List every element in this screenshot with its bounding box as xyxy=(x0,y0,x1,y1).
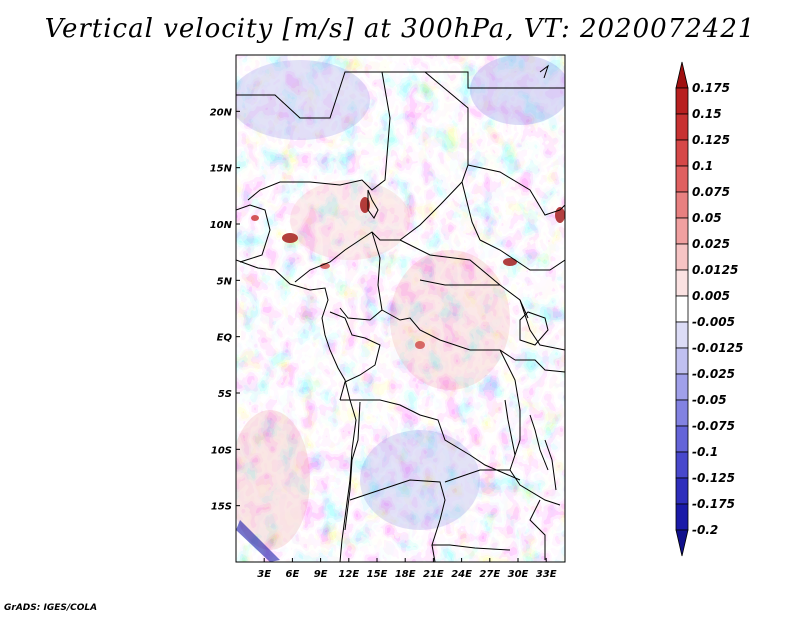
colorbar-label: -0.2 xyxy=(692,523,718,537)
lat-tick-label: 15N xyxy=(210,164,233,175)
lat-tick-label: 20N xyxy=(210,107,233,118)
colorbar-swatch xyxy=(675,529,689,557)
lon-tick-label: 15E xyxy=(367,569,388,580)
colorbar-label: 0.125 xyxy=(692,133,730,147)
colorbar-label: 0.075 xyxy=(692,185,730,199)
coastlines-lakes xyxy=(236,64,557,562)
lon-tick-label: 9E xyxy=(314,569,328,580)
colorbar-swatch xyxy=(675,321,689,349)
colorbar-label: 0.175 xyxy=(692,81,730,95)
colorbar-label: -0.005 xyxy=(692,315,735,329)
colorbar-swatch xyxy=(675,191,689,219)
colorbar-label: 0.05 xyxy=(692,211,722,225)
colorbar-label: -0.1 xyxy=(692,445,718,459)
colorbar-label: -0.0125 xyxy=(692,341,743,355)
colorbar-swatch xyxy=(675,295,689,323)
lon-tick-label: 21E xyxy=(423,569,444,580)
vertical-velocity-field xyxy=(236,55,565,562)
lon-tick-label: 6E xyxy=(286,569,300,580)
colorbar-swatch xyxy=(675,477,689,505)
lon-tick-label: 3E xyxy=(257,569,271,580)
colorbar-swatch xyxy=(675,217,689,245)
colorbar-label: 0.0125 xyxy=(692,263,738,277)
colorbar-swatch xyxy=(675,139,689,167)
colorbar-label: 0.005 xyxy=(692,289,730,303)
chart-title: Vertical velocity [m/s] at 300hPa, VT: 2… xyxy=(44,14,756,44)
colorbar-label: -0.075 xyxy=(692,419,735,433)
lat-tick-label: 10N xyxy=(210,220,233,231)
lon-tick-label: 18E xyxy=(395,569,416,580)
longitude-axis: 3E 6E 9E 12E 15E 18E 21E 24E 27E 30E 33E xyxy=(257,558,557,580)
colorbar-swatch xyxy=(675,503,689,531)
lon-tick-label: 30E xyxy=(508,569,529,580)
lat-tick-label: 5N xyxy=(217,276,233,287)
colorbar-swatch xyxy=(675,373,689,401)
colorbar-label: -0.05 xyxy=(692,393,727,407)
lat-tick-label: 15S xyxy=(211,502,232,513)
colorbar-label: -0.025 xyxy=(692,367,735,381)
lon-tick-label: 12E xyxy=(338,569,359,580)
colorbar-label: -0.175 xyxy=(692,497,735,511)
colorbar-swatch xyxy=(675,61,689,89)
lat-tick-label: 5S xyxy=(218,389,232,400)
colorbar-swatch xyxy=(675,269,689,297)
colorbar-swatch xyxy=(675,425,689,453)
colorbar-label: -0.125 xyxy=(692,471,735,485)
colorbar-swatch xyxy=(675,399,689,427)
colorbar-swatch xyxy=(675,113,689,141)
lon-tick-label: 24E xyxy=(451,569,472,580)
colorbar-swatch xyxy=(675,451,689,479)
latitude-axis: 20N 15N 10N 5N EQ 5S 10S 15S xyxy=(210,107,240,513)
colorbar-swatch xyxy=(675,87,689,115)
map-frame xyxy=(235,54,566,563)
credit-text: GrADS: IGES/COLA xyxy=(4,603,98,613)
lat-tick-label: EQ xyxy=(217,333,233,344)
colorbar: 0.175 0.15 0.125 0.1 0.075 0.05 0.025 0.0125 0.0… xyxy=(675,61,743,557)
colorbar-label: 0.15 xyxy=(692,107,722,121)
country-borders xyxy=(236,71,565,562)
colorbar-swatch xyxy=(675,243,689,271)
lat-tick-label: 10S xyxy=(211,445,232,456)
lon-tick-label: 33E xyxy=(536,569,557,580)
colorbar-label: 0.025 xyxy=(692,237,730,251)
lon-tick-label: 27E xyxy=(479,569,500,580)
colorbar-swatch xyxy=(675,347,689,375)
colorbar-swatch xyxy=(675,165,689,193)
colorbar-label: 0.1 xyxy=(692,159,713,173)
